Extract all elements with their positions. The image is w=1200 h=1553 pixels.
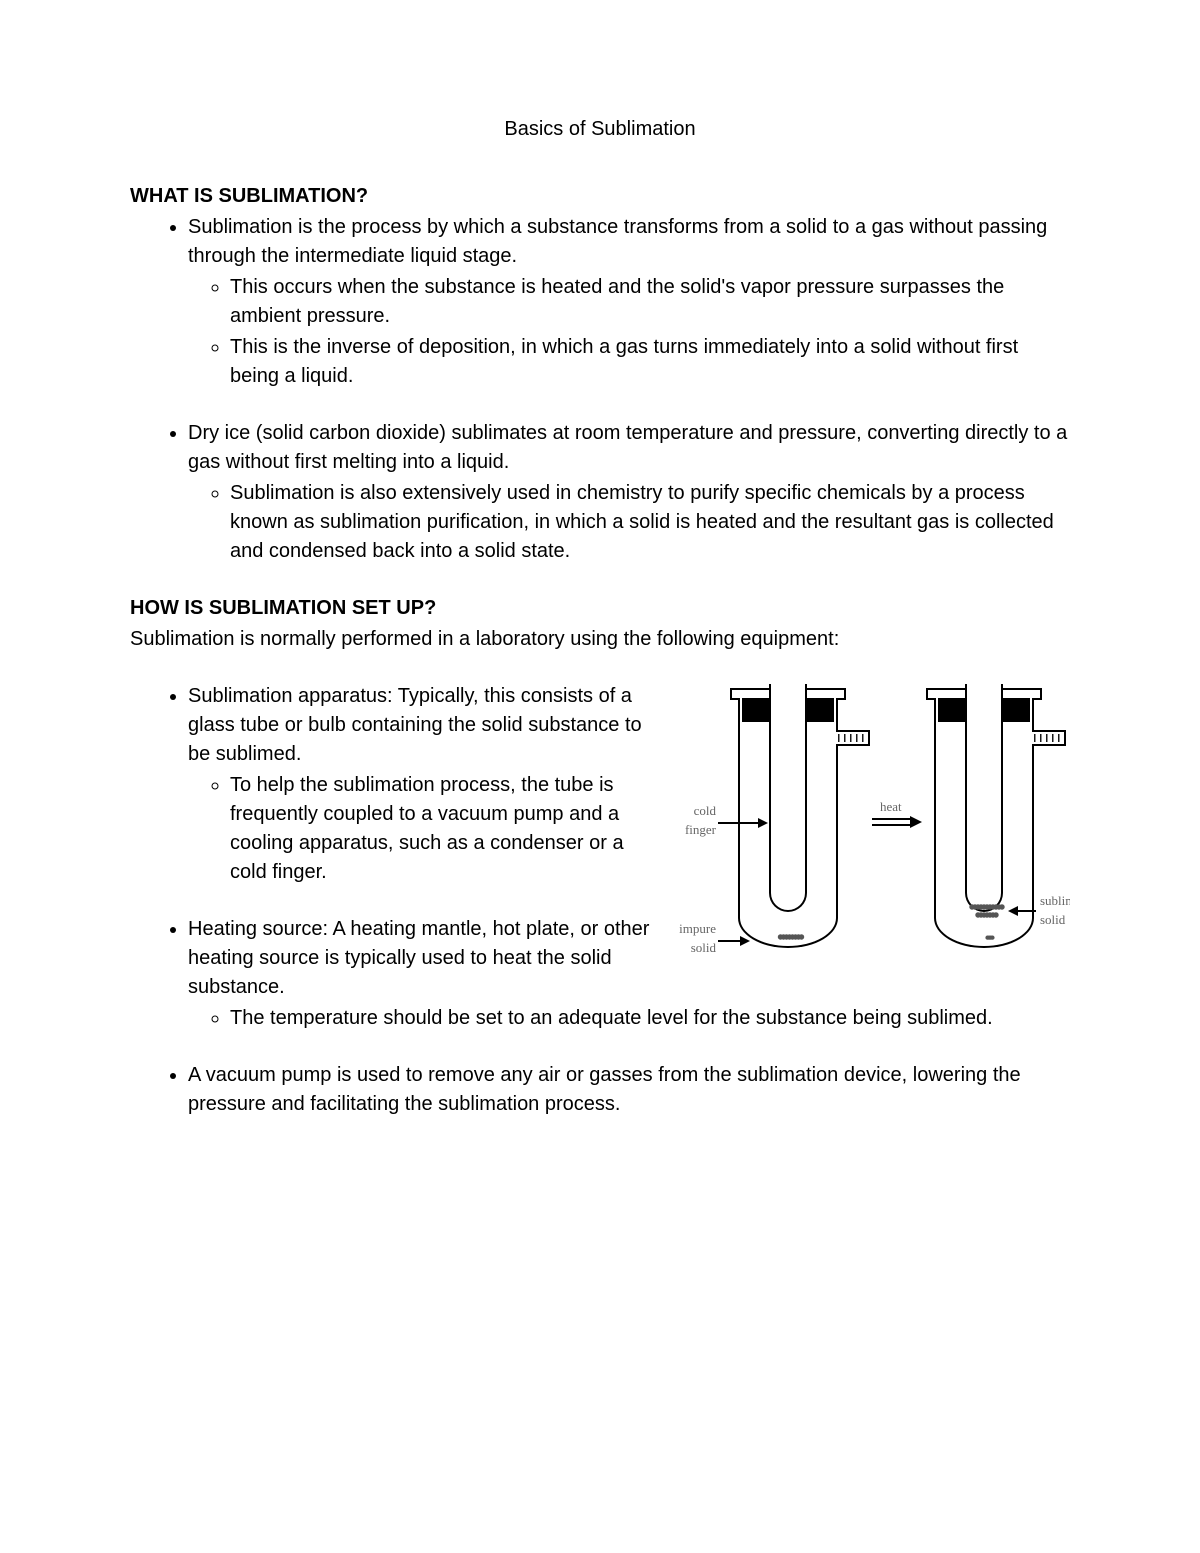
section-heading-setup: HOW IS SUBLIMATION SET UP?: [130, 594, 1070, 623]
list-item: Dry ice (solid carbon dioxide) sublimate…: [188, 419, 1070, 566]
impure-solid-icon: ••••••••: [756, 934, 822, 942]
sidearm-icon: [1032, 730, 1066, 746]
arrow-icon: [1010, 910, 1036, 912]
bullet-text: Sublimation is the process by which a su…: [188, 216, 1047, 267]
list-item: A vacuum pump is used to remove any air …: [188, 1061, 1070, 1119]
bullet-text: Heating source: A heating mantle, hot pl…: [188, 918, 649, 998]
bullet-text: The temperature should be set to an adeq…: [230, 1007, 993, 1029]
arrow-icon: [718, 940, 748, 942]
cold-finger-icon: [965, 684, 1003, 912]
heat-arrow-icon: [872, 818, 920, 828]
sublimation-diagram: •••••••• •••••••••••••••••• •••• cold fi…: [670, 682, 1070, 972]
label-sublimed-solid: sublimed solid: [1040, 892, 1070, 930]
label-heat: heat: [880, 798, 902, 817]
list-item: This occurs when the substance is heated…: [230, 273, 1070, 331]
label-impure-solid: impure solid: [670, 920, 716, 958]
bullet-text: Dry ice (solid carbon dioxide) sublimate…: [188, 422, 1067, 473]
list-item: This is the inverse of deposition, in wh…: [230, 333, 1070, 391]
list-item: The temperature should be set to an adeq…: [230, 1004, 1070, 1033]
residue-icon: ••••: [968, 936, 1008, 942]
section2-intro: Sublimation is normally performed in a l…: [130, 625, 1070, 654]
label-cold-finger: cold finger: [670, 802, 716, 840]
bullet-text: This is the inverse of deposition, in wh…: [230, 336, 1018, 387]
list-item: Sublimation is also extensively used in …: [230, 479, 1070, 566]
bullet-text: Sublimation is also extensively used in …: [230, 482, 1054, 562]
list-item: Sublimation is the process by which a su…: [188, 213, 1070, 391]
section1-list: Sublimation is the process by which a su…: [130, 213, 1070, 566]
bullet-text: Sublimation apparatus: Typically, this c…: [188, 685, 642, 765]
sidearm-icon: [836, 730, 870, 746]
arrow-icon: [718, 822, 766, 824]
bullet-text: This occurs when the substance is heated…: [230, 276, 1004, 327]
page-title: Basics of Sublimation: [130, 115, 1070, 144]
section-heading-what: WHAT IS SUBLIMATION?: [130, 182, 1070, 211]
bullet-text: To help the sublimation process, the tub…: [230, 774, 624, 883]
bullet-text: A vacuum pump is used to remove any air …: [188, 1064, 1021, 1115]
cold-finger-icon: [769, 684, 807, 912]
